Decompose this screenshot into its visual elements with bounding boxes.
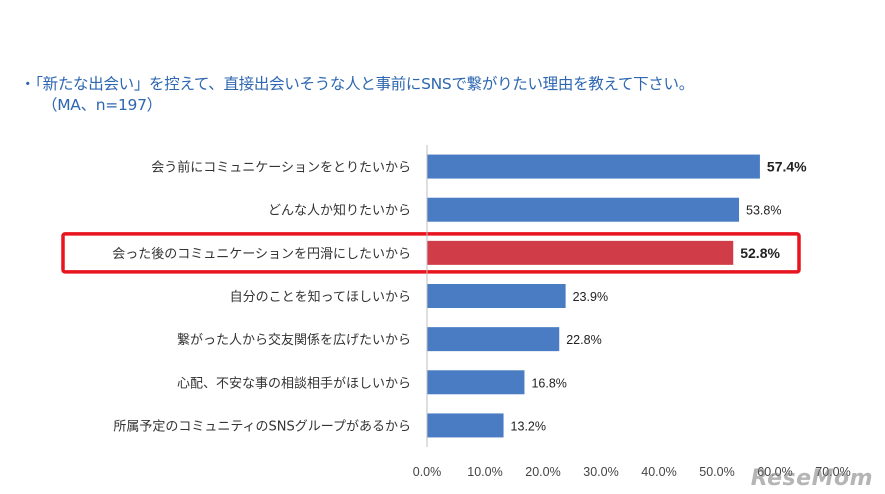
watermark-logo: ReseMom	[750, 466, 873, 491]
category-label: 会った後のコミュニケーションを円滑にしたいから	[112, 247, 411, 262]
data-label: 22.8%	[566, 333, 601, 347]
bar	[427, 284, 566, 308]
data-label: 23.9%	[573, 290, 608, 304]
x-tick-label: 70.0%	[815, 465, 850, 479]
data-label: 52.8%	[740, 245, 780, 261]
x-tick-label: 50.0%	[699, 465, 734, 479]
category-label: 繋がった人から交友関係を広げたいから	[177, 332, 411, 348]
data-label: 57.4%	[767, 159, 807, 175]
bar	[427, 370, 525, 395]
bar	[427, 413, 504, 438]
question-line-2: （MA、n=197）	[42, 96, 162, 114]
question-line-1: ・「新たな出会い」を控えて、直接出会いそうな人と事前にSNSで繋がりたい理由を教…	[20, 75, 694, 93]
question-text: ・「新たな出会い」を控えて、直接出会いそうな人と事前にSNSで繋がりたい理由を教…	[20, 74, 870, 116]
x-tick-label: 40.0%	[641, 465, 676, 479]
data-label: 13.2%	[511, 419, 546, 433]
category-label: どんな人か知りたいから	[268, 203, 411, 219]
bar	[427, 327, 560, 352]
data-label: 16.8%	[531, 376, 566, 390]
x-tick-label: 20.0%	[525, 465, 560, 479]
category-label: 所属予定のコミュニティのSNSグループがあるから	[113, 419, 411, 434]
bar	[427, 197, 740, 222]
data-label: 53.8%	[746, 204, 781, 218]
category-label: 心配、不安な事の相談相手がほしいから	[177, 375, 411, 391]
highlight-box	[61, 232, 801, 274]
bar	[427, 154, 760, 179]
x-tick-label: 60.0%	[757, 465, 792, 479]
bar	[427, 240, 734, 265]
category-label: 自分のことを知ってほしいから	[230, 289, 411, 305]
category-label: 会う前にコミュニケーションをとりたいから	[151, 160, 411, 176]
x-tick-label: 30.0%	[583, 465, 618, 479]
x-tick-label: 0.0%	[413, 465, 442, 479]
x-tick-label: 10.0%	[467, 465, 502, 479]
